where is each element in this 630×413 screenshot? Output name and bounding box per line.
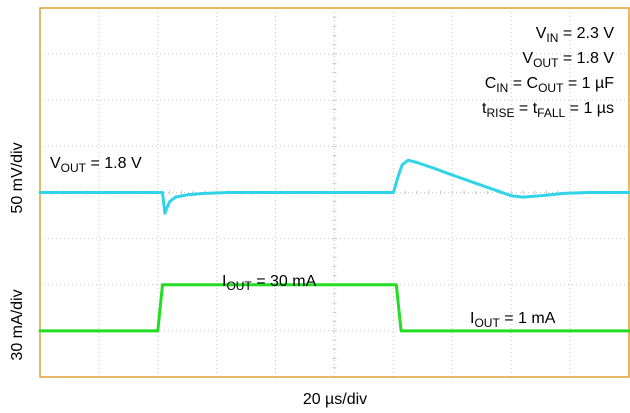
x-axis-label: 20 µs/div xyxy=(303,391,367,408)
condition-vout: VOUT = 1.8 V xyxy=(522,50,614,70)
condition-vin: VIN = 2.3 V xyxy=(536,25,615,45)
iout-trace-line xyxy=(38,283,630,333)
vout-trace-line xyxy=(38,158,630,215)
condition-capacitance: CIN = COUT = 1 µF xyxy=(485,75,615,95)
annotation-iout-low: IOUT = 1 mA xyxy=(470,310,556,330)
condition-rise-fall: tRISE = tFALL = 1 µs xyxy=(482,100,614,120)
annotation-vout-trace: VOUT = 1.8 V xyxy=(50,155,142,175)
scope-traces xyxy=(38,158,630,333)
annotation-iout-high: IOUT = 30 mA xyxy=(222,273,317,293)
y-axis-label-current: 30 mA/div xyxy=(9,289,26,360)
y-axis-label-voltage: 50 mV/div xyxy=(9,142,26,213)
